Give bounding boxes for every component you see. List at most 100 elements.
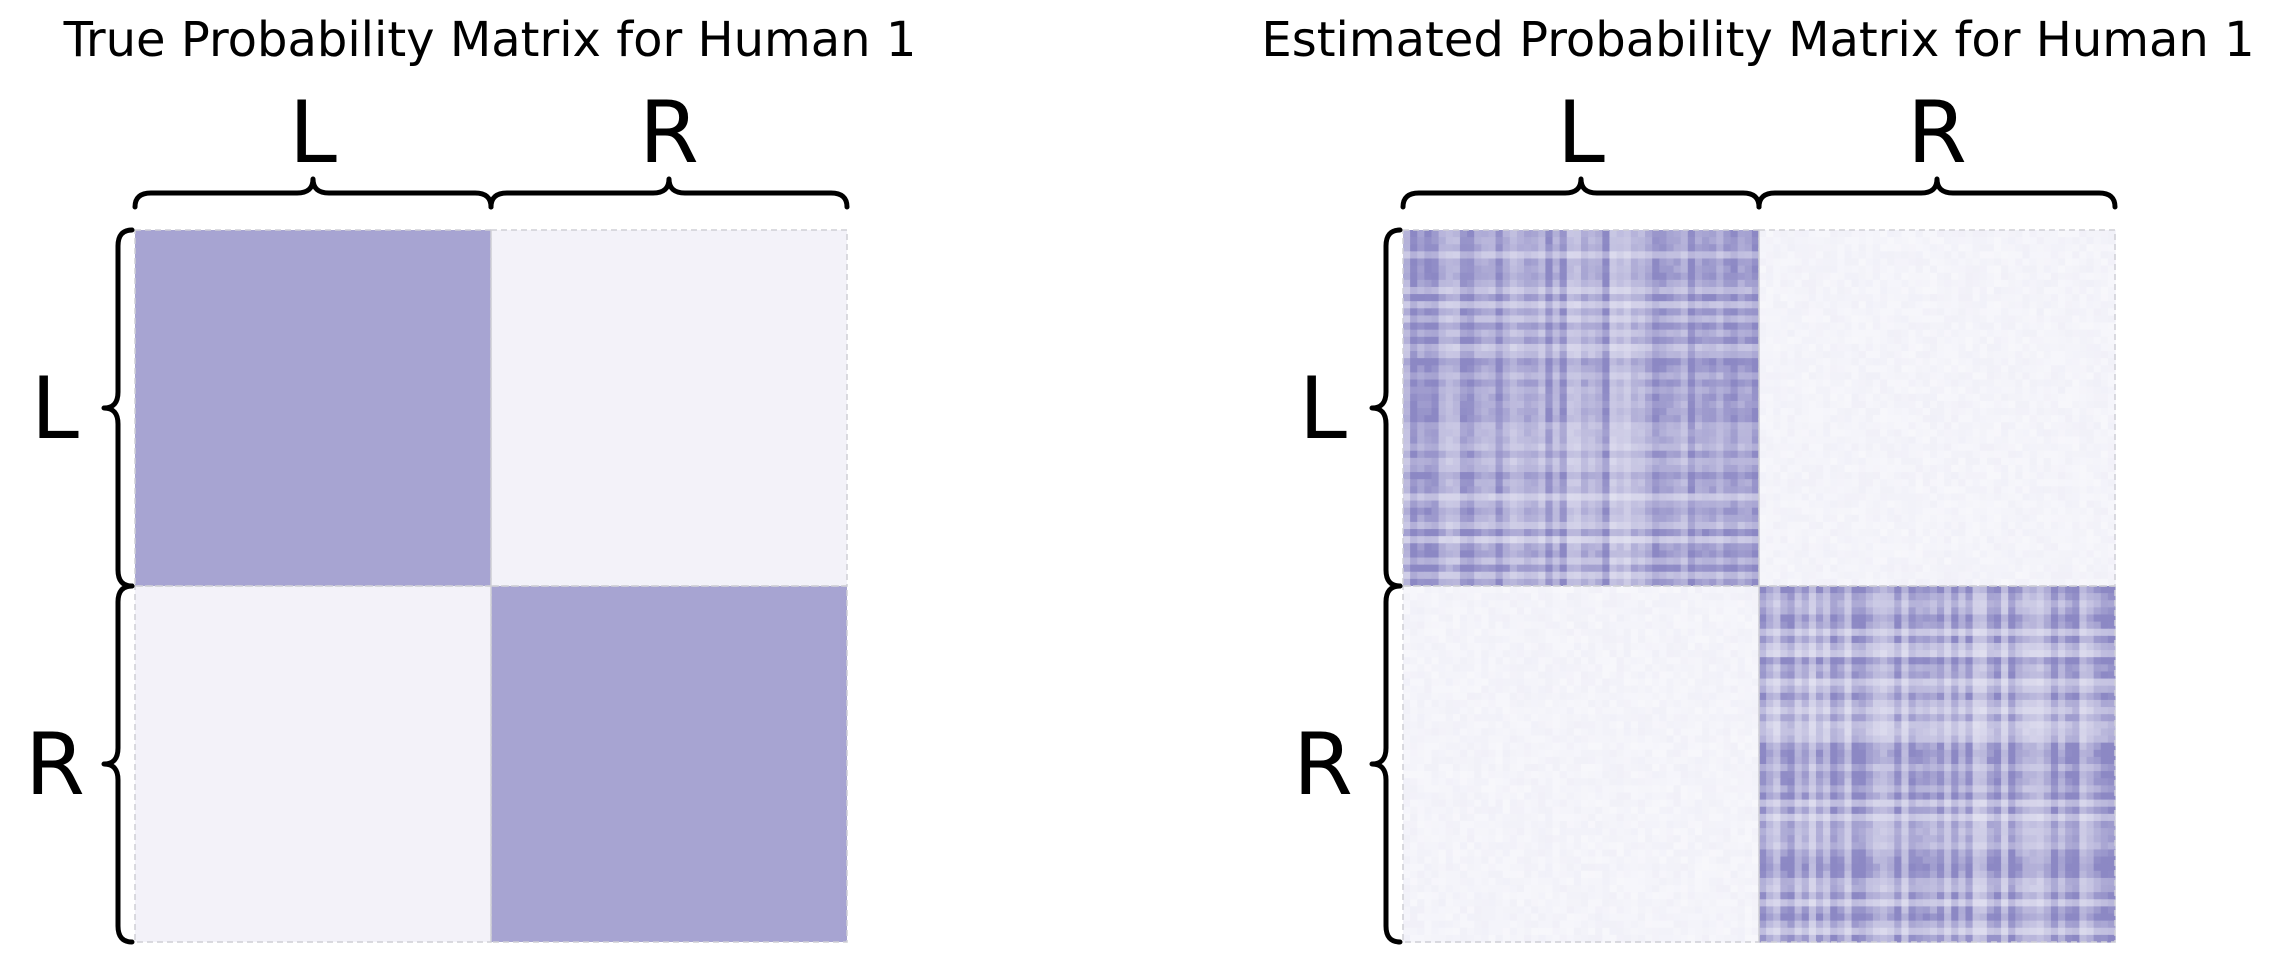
heatmap-cell (1403, 272, 1411, 281)
heatmap-cell (1474, 372, 1482, 381)
heatmap-cell (1716, 301, 1724, 309)
heatmap-cell (1687, 265, 1696, 274)
heatmap-cell (1609, 436, 1618, 445)
heatmap-cell (1516, 237, 1525, 245)
heatmap-cell (1837, 400, 1846, 409)
heatmap-cell (1687, 436, 1696, 445)
heatmap-cell (1823, 514, 1831, 523)
heatmap-cell (1566, 571, 1575, 580)
heatmap-cell (1894, 408, 1902, 416)
heatmap-cell (1937, 436, 1945, 445)
heatmap-cell (1716, 457, 1724, 466)
heatmap-cell (1659, 507, 1668, 516)
heatmap-cell (1524, 393, 1532, 402)
heatmap-cell (1937, 457, 1945, 466)
heatmap-cell (1573, 365, 1582, 373)
heatmap-cell (1744, 308, 1753, 317)
heatmap-cell (2107, 386, 2116, 395)
heatmap-cell (1680, 436, 1689, 445)
heatmap-cell (1616, 251, 1625, 260)
heatmap-cell (2079, 422, 2088, 430)
heatmap-cell (2008, 379, 2016, 388)
heatmap-cell (1602, 308, 1611, 317)
heatmap-cell (1744, 258, 1753, 267)
heatmap-cell (2072, 408, 2080, 416)
heatmap-cell (1616, 351, 1625, 359)
heatmap-cell (1872, 329, 1881, 338)
heatmap-cell (1602, 514, 1611, 523)
heatmap-cell (1794, 408, 1803, 416)
heatmap-cell (1986, 272, 1995, 281)
heatmap-cell (1872, 493, 1881, 502)
heatmap-cell (1815, 230, 1824, 238)
heatmap-cell (1474, 521, 1482, 530)
heatmap-cell (2036, 251, 2045, 260)
heatmap-cell (2001, 429, 2009, 438)
heatmap-cell (1424, 443, 1433, 452)
heatmap-cell (1410, 550, 1418, 559)
heatmap-cell (2058, 429, 2066, 438)
heatmap-cell (1538, 265, 1546, 274)
heatmap-cell (1901, 436, 1910, 445)
heatmap-cell (1623, 258, 1632, 267)
heatmap-cell (2001, 521, 2009, 530)
heatmap-cell (1573, 521, 1582, 530)
heatmap-cell (1773, 286, 1781, 295)
heatmap-cell (1474, 543, 1482, 551)
heatmap-cell (1652, 322, 1660, 331)
heatmap-cell (2079, 400, 2088, 409)
heatmap-cell (1545, 472, 1554, 480)
heatmap-cell (1417, 443, 1425, 452)
heatmap-cell (2022, 343, 2031, 352)
heatmap-cell (1431, 415, 1440, 423)
heatmap-cell (1986, 571, 1995, 580)
heatmap-cell (1481, 343, 1490, 352)
heatmap-cell (2036, 322, 2045, 331)
heatmap-cell (1872, 472, 1881, 480)
heatmap-cell (1759, 457, 1767, 466)
heatmap-cell (1944, 443, 1952, 452)
heatmap-cell (1830, 422, 1838, 430)
heatmap-cell (1581, 500, 1589, 509)
heatmap-cell (2100, 329, 2109, 338)
heatmap-cell (1666, 315, 1675, 324)
heatmap-cell (2008, 386, 2016, 395)
heatmap-cell (1410, 557, 1418, 566)
heatmap-cell (1410, 443, 1418, 452)
heatmap-cell (1965, 286, 1974, 295)
heatmap-cell (1630, 543, 1639, 551)
heatmap-cell (1773, 422, 1781, 430)
heatmap-cell (1438, 343, 1447, 352)
heatmap-cell (1452, 578, 1461, 587)
heatmap-cell (1602, 408, 1611, 416)
heatmap-cell (2100, 393, 2109, 402)
heatmap-cell (1865, 578, 1874, 587)
heatmap-cell (1516, 343, 1525, 352)
heatmap-cell (1659, 272, 1668, 281)
heatmap-cell (1559, 415, 1568, 423)
heatmap-cell (1431, 543, 1440, 551)
heatmap-cell (2058, 294, 2066, 302)
heatmap-cell (1495, 351, 1504, 359)
heatmap-cell (1474, 393, 1482, 402)
heatmap-cell (1794, 244, 1803, 252)
heatmap-cell (1830, 457, 1838, 466)
heatmap-cell (1908, 308, 1917, 317)
heatmap-cell (1830, 486, 1838, 495)
heatmap-cell (1680, 429, 1689, 438)
heatmap-cell (1445, 358, 1454, 366)
heatmap-cell (1502, 514, 1511, 523)
heatmap-cell (1645, 550, 1653, 559)
heatmap-cell (1908, 336, 1917, 345)
heatmap-cell (2043, 472, 2052, 480)
heatmap-cell (1844, 529, 1853, 537)
heatmap-cell (1801, 450, 1810, 459)
heatmap-cell (1566, 443, 1575, 452)
heatmap-cell (1865, 493, 1874, 502)
heatmap-cell (1645, 379, 1653, 388)
heatmap-cell (1417, 493, 1425, 502)
heatmap-cell (1880, 258, 1888, 267)
heatmap-cell (1595, 408, 1603, 416)
heatmap-cell (1858, 472, 1867, 480)
heatmap-cell (1887, 529, 1895, 537)
